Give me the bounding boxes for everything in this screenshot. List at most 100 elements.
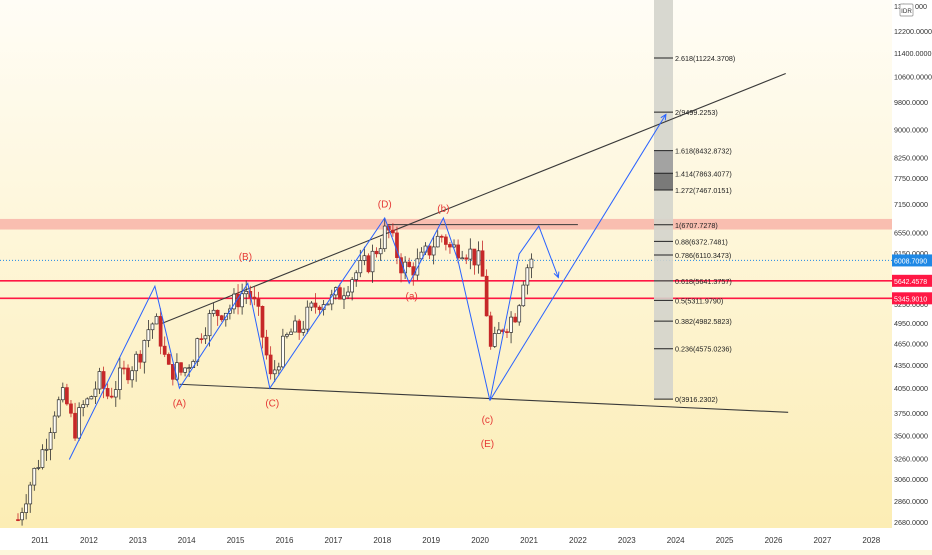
upper-channel-line [162, 72, 786, 324]
price-tick-label: 12200.0000 [894, 27, 932, 36]
price-tick-label: 7150.0000 [894, 200, 928, 209]
time-tick-label: 2011 [31, 536, 49, 545]
time-tick-label: 2022 [569, 536, 587, 545]
candle-body [150, 323, 155, 331]
price-top-label: 13( [894, 2, 905, 11]
price-tick-label: 7750.0000 [894, 174, 928, 183]
fib-level-label: 2(9499.2253) [675, 108, 718, 117]
elliott-wave-path [68, 216, 559, 460]
candle-body [16, 519, 20, 521]
price-tick-label: 10600.0000 [894, 73, 932, 82]
support-price-badge [892, 292, 932, 305]
candle-body [488, 315, 493, 347]
candle-body [366, 255, 371, 273]
candle-body [468, 248, 473, 260]
candle-body [179, 362, 183, 373]
wave-label: (D) [378, 199, 392, 210]
candle-body [52, 415, 57, 433]
candle-body [36, 467, 41, 469]
fib-level-label: 0.88(6372.7481) [675, 237, 728, 246]
candle-body [464, 257, 469, 260]
candle-body [126, 367, 130, 381]
candle-body [211, 309, 216, 314]
candle-body [158, 315, 163, 347]
fib-zone [654, 0, 673, 400]
candle-body [24, 503, 28, 513]
wave-label: (B) [239, 252, 252, 263]
price-tick-label: 9000.0000 [894, 126, 928, 135]
lower-channel-line [179, 383, 789, 413]
candle-body [484, 275, 489, 317]
fib-level-label: 0.786(6110.3473) [675, 251, 731, 260]
fibonacci-layer: 0(3916.2302) 0.236(4575.0236) 0.382(4982.5… [654, 0, 735, 404]
time-tick-label: 2018 [373, 536, 391, 545]
fib-level-label: 0.382(4982.5823) [675, 317, 732, 326]
candle-body [391, 229, 395, 234]
channel-layer [162, 72, 789, 413]
candle-body [350, 279, 354, 293]
candle-body [439, 235, 444, 238]
candle-body [456, 244, 460, 259]
candle-body [85, 398, 90, 406]
price-tick-label: 4350.0000 [894, 361, 928, 370]
candle-body [435, 235, 440, 248]
candle-body [444, 236, 448, 245]
candle-body [154, 315, 159, 325]
price-tick-label: 3750.0000 [894, 409, 928, 418]
price-tick-label: 8250.0000 [894, 154, 928, 163]
projection-arrow-line [489, 114, 667, 401]
candle-body [431, 246, 436, 256]
fib-level-label: 0.618(5641.3757) [675, 277, 732, 286]
candle-body [448, 244, 452, 248]
time-axis-panel [0, 528, 932, 550]
candle-body [40, 449, 45, 468]
wave-label: (C) [265, 398, 279, 409]
candle-body [378, 248, 383, 255]
support-price-label: 5642.4578 [894, 279, 927, 286]
time-tick-label: 2027 [814, 536, 832, 545]
candle-body [276, 366, 281, 371]
fib-level-label: 1(6707.7278) [675, 221, 718, 230]
candle-body [501, 329, 505, 332]
candle-body [109, 395, 114, 398]
price-top-label-suffix: 000 [915, 2, 927, 11]
candle-body [260, 305, 265, 338]
current-price-badge [892, 254, 932, 267]
candle-body [89, 396, 94, 400]
candle-body [73, 412, 77, 439]
candle-body [509, 316, 513, 333]
candle-body [162, 345, 167, 355]
candle-body [521, 284, 526, 307]
candle-body [138, 353, 143, 363]
candle-body [525, 267, 530, 286]
price-tick-label: 2860.0000 [894, 497, 928, 506]
candle-body [146, 329, 151, 341]
candle-body [382, 225, 387, 250]
time-tick-label: 2021 [520, 536, 538, 545]
candle-body [77, 407, 81, 439]
wave-layer [68, 113, 667, 460]
fib-level-label: 0.5(5311.9790) [675, 296, 723, 305]
wave-label: (b) [437, 204, 449, 215]
price-tick-label: 3260.0000 [894, 455, 928, 464]
candle-body [476, 250, 481, 266]
time-tick-label: 2026 [765, 536, 783, 545]
candle-body [20, 512, 24, 521]
time-tick-label: 2014 [178, 536, 196, 545]
price-tick-label: 6150.0000 [894, 249, 928, 258]
candle-body [207, 313, 212, 337]
fib-level-label: 1.272(7467.0151) [675, 186, 732, 195]
time-tick-label: 2020 [471, 536, 489, 545]
candle-body [142, 340, 147, 363]
candle-body [338, 287, 342, 300]
candle-body [113, 389, 118, 398]
wave-label: (a) [406, 291, 418, 302]
candle-body [118, 367, 122, 390]
candle-body [195, 338, 200, 362]
candle-body [505, 331, 509, 333]
candle-body [370, 250, 375, 273]
candle-body [252, 296, 257, 300]
candle-body [101, 371, 106, 389]
